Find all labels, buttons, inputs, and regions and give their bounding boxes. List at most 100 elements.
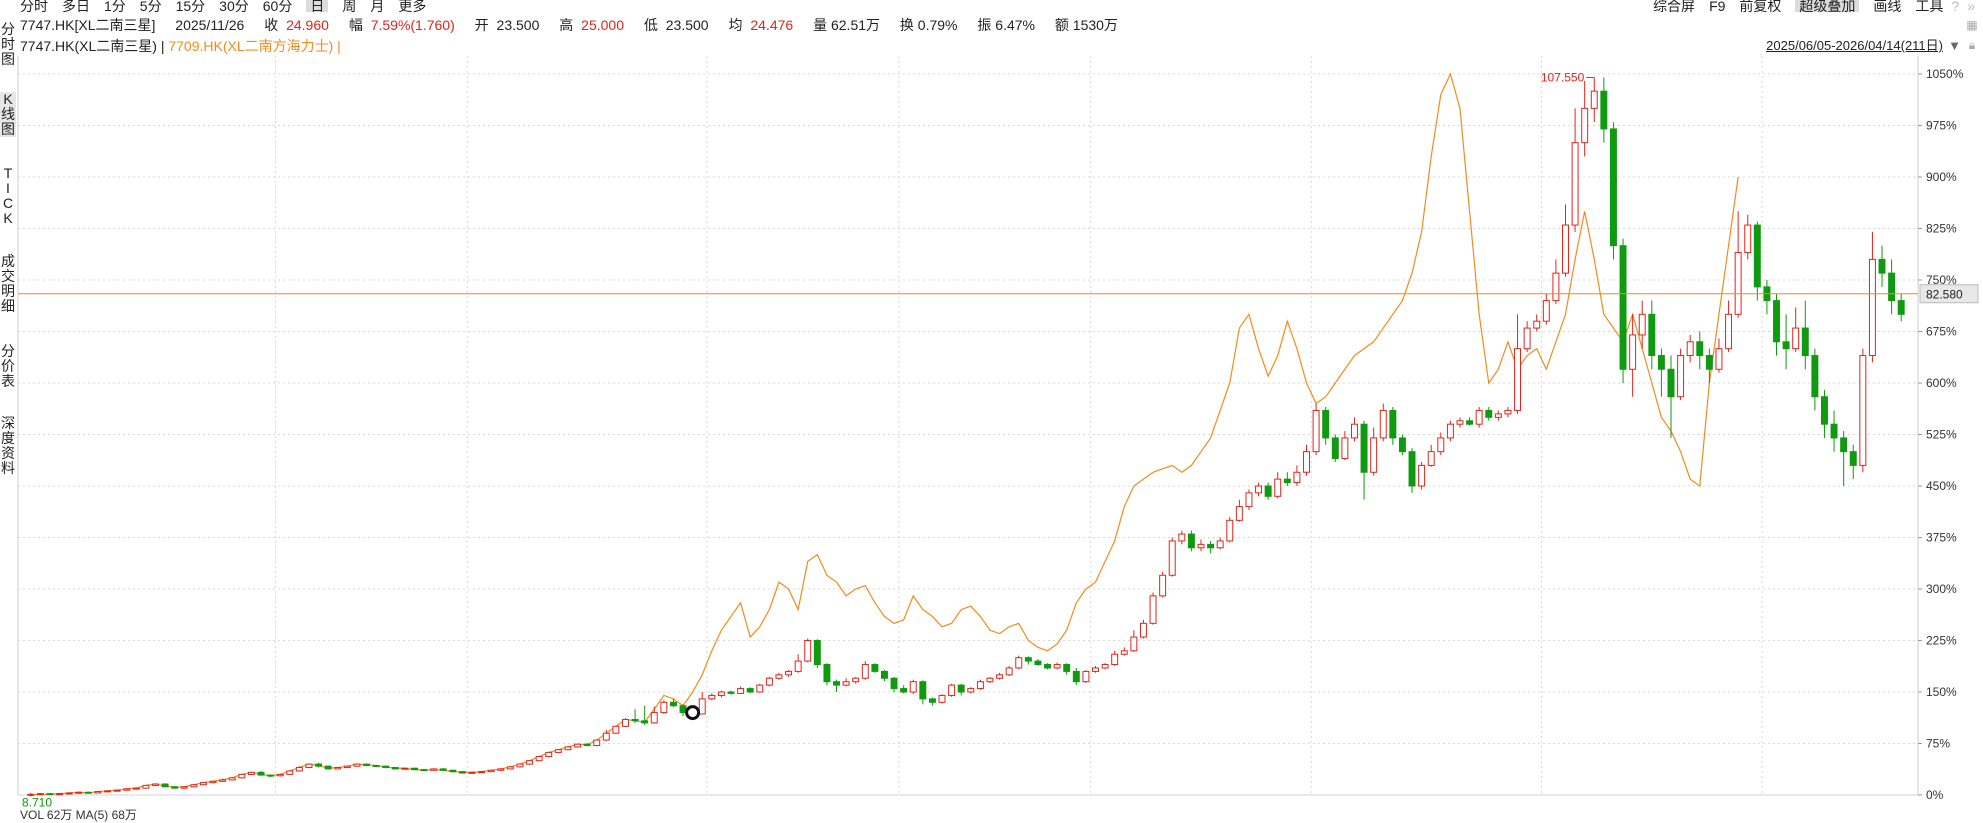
legend-main[interactable]: 7747.HK(XL二南三星) | <box>20 38 165 54</box>
candle-body <box>823 664 831 683</box>
candle-body <box>1139 622 1147 638</box>
high-marker-label: 107.550 <box>1541 70 1585 84</box>
y-tick-label: 825% <box>1926 222 1957 236</box>
candle-body <box>1840 437 1848 453</box>
current-price-label: 82.580 <box>1926 288 1963 302</box>
tab-period-7[interactable]: 日 <box>306 0 329 13</box>
tab-period-0[interactable]: 分时 <box>20 0 48 14</box>
candle-body <box>1533 320 1541 329</box>
candle-body <box>564 746 572 751</box>
candle-body <box>986 677 994 683</box>
candle-body <box>1619 245 1627 370</box>
toolbar-item-1[interactable]: F9 <box>1709 0 1726 14</box>
toolbar-item-0[interactable]: 综合屏 <box>1653 0 1696 14</box>
candle-body <box>1542 300 1550 322</box>
candle-body <box>900 688 908 693</box>
chevron-down-icon[interactable]: ▼ <box>1948 38 1961 53</box>
candle-body <box>1773 300 1780 343</box>
candle-body <box>1638 313 1646 336</box>
candle-body <box>1197 543 1205 549</box>
side-tab-0[interactable]: 分时图 <box>1 21 15 67</box>
tab-period-8[interactable]: 周 <box>342 0 357 14</box>
candle-body <box>679 705 687 714</box>
help-icon[interactable]: ? <box>1951 0 1960 14</box>
right-toolbar: 综合屏 F9 前复权 超级叠加 画线 工具? » <box>1639 0 1975 14</box>
y-tick-label: 750% <box>1926 273 1957 287</box>
toolbar-item-4[interactable]: 画线 <box>1873 0 1902 14</box>
legend-overlay[interactable]: 7709.HK(XL二南方海力士) | <box>168 38 341 54</box>
toolbar-item-3[interactable]: 超级叠加 <box>1795 0 1860 13</box>
tab-period-9[interactable]: 月 <box>370 0 385 14</box>
tab-period-6[interactable]: 60分 <box>262 0 293 14</box>
cursor-marker-icon[interactable] <box>685 705 701 721</box>
candle-body <box>1792 327 1800 350</box>
candle-body <box>1562 224 1569 274</box>
amplitude-value: 振 6.47% <box>977 17 1035 33</box>
candle-body <box>113 789 121 792</box>
candle-body <box>410 767 418 771</box>
y-tick-label: 375% <box>1926 531 1957 545</box>
candle-body <box>737 688 745 694</box>
open-value: 23.500 <box>496 17 540 33</box>
y-tick-label: 0% <box>1926 788 1944 802</box>
candle-body <box>276 773 284 777</box>
candle-body <box>497 768 505 771</box>
grid-icon[interactable]: ▦ <box>1966 18 1978 32</box>
y-tick-label: 225% <box>1926 634 1957 648</box>
candle-body <box>1677 355 1685 398</box>
low-label: 低 <box>643 17 658 33</box>
candle-body <box>1504 409 1512 415</box>
candle-body <box>1667 368 1675 398</box>
candle-body <box>698 698 706 715</box>
candle-body <box>1801 327 1809 357</box>
candle-body <box>1849 451 1857 466</box>
candle-body <box>1475 409 1483 425</box>
side-tab-5[interactable]: 深度资料 <box>1 415 15 476</box>
close-icon[interactable]: » <box>1967 0 1975 14</box>
candle-body <box>938 694 946 703</box>
open-label: 开 <box>474 17 489 33</box>
candle-body <box>1590 90 1598 109</box>
candle-body <box>650 712 658 724</box>
candle-body <box>1629 334 1637 370</box>
candle-body <box>1734 252 1742 315</box>
candle-body <box>1370 437 1378 473</box>
lock-icon[interactable]: 🔒︎ <box>1968 38 1976 52</box>
candle-body <box>1725 313 1733 350</box>
tab-period-5[interactable]: 30分 <box>219 0 249 14</box>
candle-body <box>669 701 677 707</box>
candle-body <box>1283 478 1291 484</box>
candle-body <box>871 664 879 672</box>
candle-body <box>1485 409 1493 418</box>
candle-body <box>1657 355 1665 370</box>
candle-body <box>1341 437 1349 460</box>
side-tab-4[interactable]: 分价表 <box>1 343 15 389</box>
y-tick-label: 150% <box>1926 685 1957 699</box>
candle-body <box>199 782 207 786</box>
high-value: 25.000 <box>581 17 624 33</box>
toolbar-item-2[interactable]: 前复权 <box>1739 0 1782 14</box>
tab-period-4[interactable]: 15分 <box>175 0 206 14</box>
candle-body <box>487 769 495 773</box>
candle-body <box>526 760 534 765</box>
turnover-value: 换 0.79% <box>899 17 958 33</box>
tab-period-2[interactable]: 1分 <box>104 0 126 14</box>
candle-body <box>1207 543 1215 549</box>
candle-body <box>1408 451 1416 487</box>
candle-body <box>1226 519 1234 542</box>
candle-body <box>353 763 361 767</box>
date-range[interactable]: 2025/06/05-2026/04/14(211日) <box>1766 38 1943 53</box>
y-tick-label: 600% <box>1926 376 1957 390</box>
candle-body <box>46 793 54 796</box>
tab-period-10[interactable]: 更多 <box>398 0 427 14</box>
candle-body <box>746 688 754 693</box>
candle-body <box>1514 348 1522 411</box>
toolbar-item-5[interactable]: 工具 <box>1915 0 1944 14</box>
side-tab-3[interactable]: 成交明细 <box>1 253 15 314</box>
tab-period-1[interactable]: 多日 <box>62 0 90 14</box>
tab-period-3[interactable]: 5分 <box>139 0 162 14</box>
candle-body <box>1044 664 1052 669</box>
